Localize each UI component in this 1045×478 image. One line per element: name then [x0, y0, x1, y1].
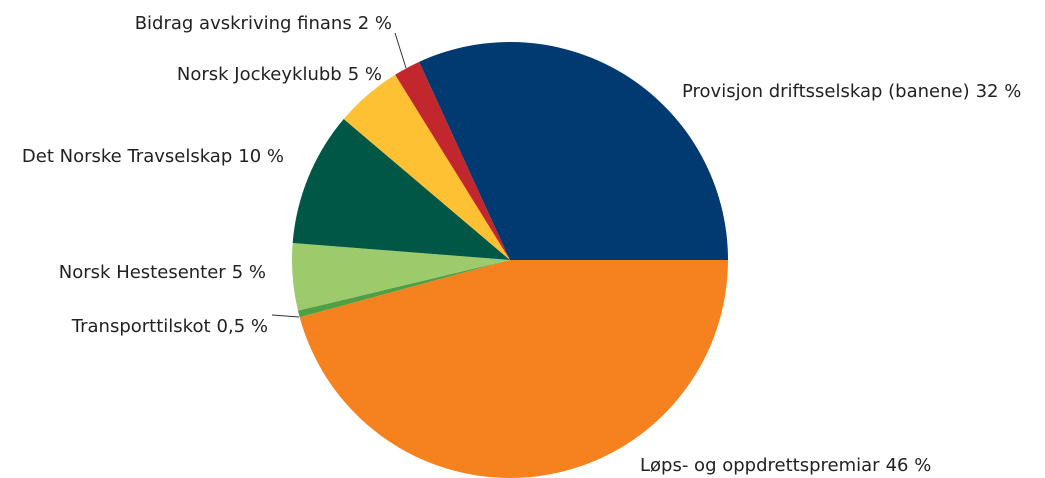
category-name: Provisjon driftsselskap (banene) — [682, 81, 970, 102]
slice-label: Det Norske Travselskap 10 % — [22, 146, 284, 167]
pie-slice — [419, 42, 728, 260]
pie-slice — [292, 119, 510, 261]
pie-slice — [299, 260, 728, 478]
leader-line — [394, 32, 407, 69]
pie-slice — [292, 242, 510, 311]
slice-label: Provisjon driftsselskap (banene) 32 % — [682, 81, 1021, 102]
category-name: Det Norske Travselskap — [22, 146, 232, 167]
category-name: Bidrag avskriving finans — [135, 13, 352, 34]
slice-label: Bidrag avskriving finans 2 % — [135, 13, 392, 34]
value-label: 10 % — [238, 146, 284, 167]
value-label: 2 % — [358, 13, 392, 34]
leader-line — [271, 314, 300, 318]
value-label: 5 % — [348, 64, 382, 85]
value-label: 46 % — [886, 455, 932, 476]
category-name: Transporttilskot — [71, 316, 211, 337]
slice-label: Løps- og oppdrettspremiar 46 % — [640, 455, 931, 476]
category-name: Løps- og oppdrettspremiar — [640, 455, 880, 476]
slice-label: Norsk Hestesenter 5 % — [59, 262, 266, 283]
category-name: Norsk Jockeyklubb — [177, 64, 342, 85]
pie-slice — [395, 61, 510, 260]
category-name: Norsk Hestesenter — [59, 262, 227, 283]
slice-label: Norsk Jockeyklubb 5 % — [177, 64, 382, 85]
pie-slice — [343, 74, 510, 260]
slice-label: Transporttilskot 0,5 % — [71, 316, 268, 337]
value-label: 32 % — [976, 81, 1022, 102]
value-label: 0,5 % — [217, 316, 268, 337]
value-label: 5 % — [232, 262, 266, 283]
pie-slice — [297, 260, 510, 318]
